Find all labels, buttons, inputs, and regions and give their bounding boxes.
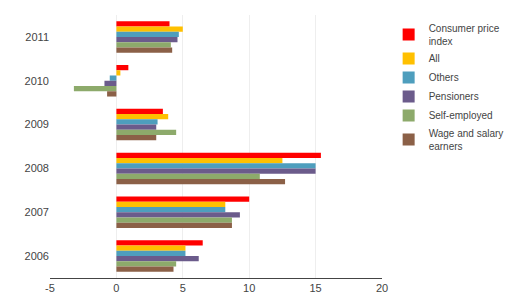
svg-text:Consumer priceindex: Consumer priceindex [429,23,500,47]
svg-text:2008: 2008 [25,162,49,174]
svg-text:0: 0 [113,282,119,294]
svg-text:-5: -5 [45,282,55,294]
svg-text:Others: Others [429,72,459,83]
svg-text:2010: 2010 [25,75,49,87]
svg-text:5: 5 [180,282,186,294]
svg-text:20: 20 [376,282,388,294]
svg-text:2006: 2006 [25,250,49,262]
svg-text:All: All [429,53,440,64]
svg-text:2011: 2011 [25,31,49,43]
svg-text:Pensioners: Pensioners [429,91,479,102]
svg-text:2009: 2009 [25,118,49,130]
svg-text:Wage and salaryearners: Wage and salaryearners [429,128,504,152]
svg-text:10: 10 [243,282,255,294]
svg-text:2007: 2007 [25,206,49,218]
svg-text:Self-employed: Self-employed [429,110,493,121]
svg-text:15: 15 [309,282,321,294]
